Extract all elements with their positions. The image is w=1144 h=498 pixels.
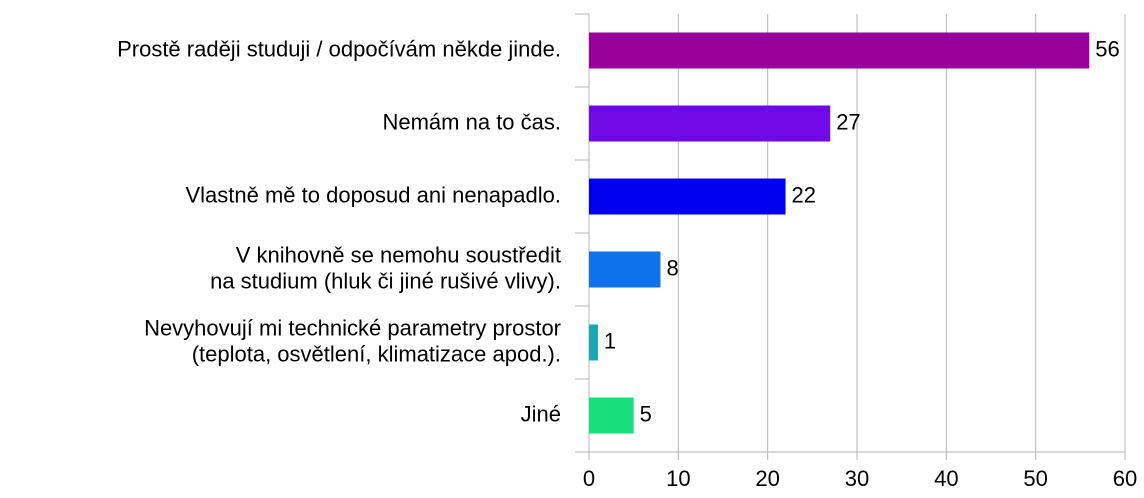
data-label: 22 [792, 182, 816, 207]
y-tick-label: Jiné [521, 401, 561, 426]
bar [589, 397, 634, 434]
data-label: 8 [666, 255, 678, 280]
data-label: 5 [640, 401, 652, 426]
bar [589, 324, 598, 361]
x-tick-label: 30 [845, 466, 869, 491]
data-label: 1 [604, 328, 616, 353]
x-tick-label: 60 [1113, 466, 1137, 491]
bar [589, 32, 1090, 69]
x-tick-label: 40 [934, 466, 958, 491]
x-tick-label: 50 [1023, 466, 1047, 491]
bar [589, 178, 786, 215]
y-tick-label: Nevyhovují mi technické parametry prosto… [144, 315, 561, 366]
x-tick-label: 20 [755, 466, 779, 491]
bar [589, 251, 661, 288]
y-tick-label: Vlastně mě to doposud ani nenapadlo. [185, 182, 561, 207]
x-tick-label: 0 [583, 466, 595, 491]
y-tick-label: Prostě raději studuji / odpočívám někde … [117, 36, 561, 61]
data-label: 56 [1095, 36, 1119, 61]
bar [589, 105, 831, 142]
data-label: 27 [836, 109, 860, 134]
y-tick-label: V knihovně se nemohu soustředit na studiu… [210, 242, 561, 293]
x-tick-label: 10 [666, 466, 690, 491]
y-tick-label: Nemám na to čas. [382, 109, 561, 134]
